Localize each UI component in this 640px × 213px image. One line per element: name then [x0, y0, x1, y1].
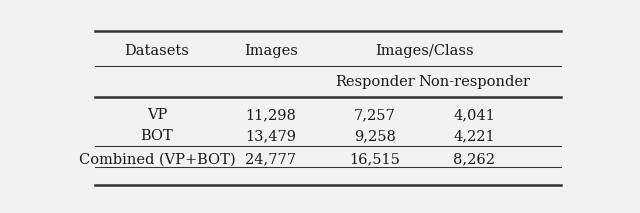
- Text: 4,221: 4,221: [454, 129, 495, 143]
- Text: 24,777: 24,777: [246, 152, 296, 166]
- Text: 8,262: 8,262: [453, 152, 495, 166]
- Text: VP: VP: [147, 108, 167, 122]
- Text: BOT: BOT: [141, 129, 173, 143]
- Text: 11,298: 11,298: [246, 108, 296, 122]
- Text: 16,515: 16,515: [349, 152, 401, 166]
- Text: Images: Images: [244, 44, 298, 58]
- Text: Combined (VP+BOT): Combined (VP+BOT): [79, 152, 235, 166]
- Text: 7,257: 7,257: [355, 108, 396, 122]
- Text: Images/Class: Images/Class: [376, 44, 474, 58]
- Text: Responder: Responder: [335, 75, 415, 89]
- Text: 13,479: 13,479: [246, 129, 296, 143]
- Text: 9,258: 9,258: [354, 129, 396, 143]
- Text: Non-responder: Non-responder: [419, 75, 531, 89]
- Text: Datasets: Datasets: [124, 44, 189, 58]
- Text: 4,041: 4,041: [454, 108, 495, 122]
